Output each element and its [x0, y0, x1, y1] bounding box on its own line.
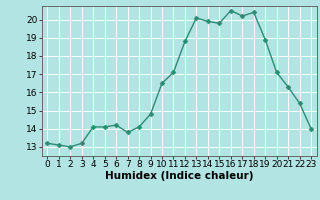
X-axis label: Humidex (Indice chaleur): Humidex (Indice chaleur)	[105, 171, 253, 181]
